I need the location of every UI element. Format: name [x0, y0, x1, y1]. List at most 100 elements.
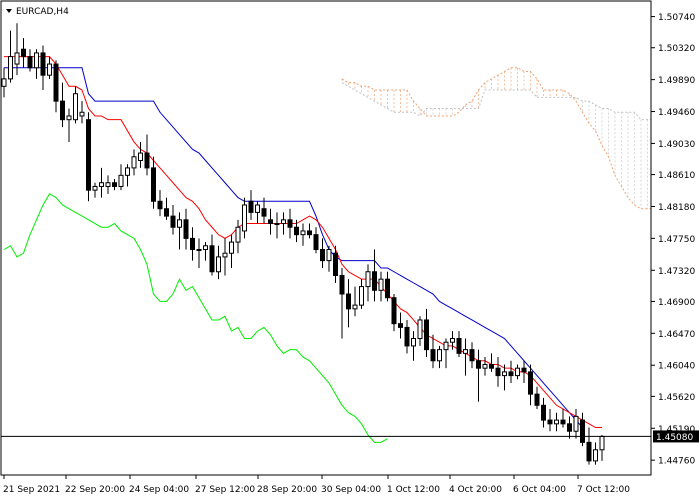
candle: [476, 349, 481, 402]
candle: [307, 223, 312, 239]
price-tick-label: 1.50740: [658, 13, 695, 23]
candle: [14, 23, 20, 76]
candle-body: [138, 152, 143, 161]
price-tick-label: 1.46900: [658, 298, 695, 308]
candle: [378, 271, 384, 302]
candle: [437, 345, 442, 369]
candle: [573, 408, 579, 439]
candle-body: [281, 219, 286, 225]
candle: [53, 60, 59, 113]
candle: [73, 86, 78, 124]
candle: [372, 249, 377, 302]
time-tick-label: 1 Oct 12:00: [387, 485, 440, 495]
candle: [489, 353, 494, 372]
candle: [580, 412, 585, 447]
candle: [294, 219, 299, 243]
candle-body: [547, 419, 553, 425]
price-axis: 1.50740 1.50320 1.49890 1.49460 1.49030 1.486…: [651, 13, 695, 467]
candle-body: [151, 167, 156, 202]
candle: [261, 197, 267, 224]
candle-body: [170, 215, 176, 228]
candle: [443, 338, 449, 369]
candle: [138, 141, 143, 168]
candle: [528, 364, 533, 406]
candle: [456, 331, 462, 358]
candle: [47, 56, 52, 79]
candle: [547, 408, 553, 432]
candle-body: [443, 341, 449, 351]
candle-body: [125, 167, 130, 176]
candle: [560, 408, 566, 428]
candle-body: [131, 156, 137, 169]
price-tick-label: 1.48180: [658, 203, 695, 213]
candle-body: [274, 223, 280, 226]
candle-body: [235, 226, 241, 243]
candle-body: [164, 208, 169, 217]
dropdown-triangle-icon[interactable]: [6, 9, 12, 13]
candle: [190, 227, 195, 261]
time-tick-label: 30 Sep 04:00: [321, 485, 381, 495]
candle-body: [495, 367, 501, 377]
candle-body: [47, 63, 52, 76]
candle-body: [534, 393, 540, 406]
time-tick-label: 24 Sep 04:00: [129, 485, 189, 495]
candle: [502, 364, 507, 391]
candle: [203, 242, 208, 261]
candle: [482, 357, 488, 376]
candle: [398, 312, 403, 339]
candle-body: [203, 245, 208, 250]
candle-body: [424, 319, 429, 351]
price-tick-label: 1.49030: [658, 140, 695, 150]
candle: [92, 182, 98, 198]
candle-body: [8, 56, 13, 80]
candle: [196, 238, 202, 269]
candle-body: [105, 182, 111, 187]
candle: [554, 412, 559, 432]
candle-body: [411, 338, 416, 347]
kijun-line: [4, 67, 583, 428]
candle-body: [450, 338, 455, 343]
candle-body: [339, 274, 345, 295]
candle-body: [222, 252, 228, 258]
candle: [21, 38, 26, 68]
candle: [333, 245, 338, 283]
candle: [131, 149, 137, 176]
candle: [287, 208, 293, 239]
candle: [339, 268, 345, 339]
candle-body: [456, 338, 462, 354]
candle: [326, 245, 332, 272]
candle-body: [320, 248, 325, 262]
current-price-tag: [653, 430, 699, 443]
candle-body: [391, 297, 397, 325]
candle: [346, 279, 351, 328]
candle-body: [60, 100, 65, 121]
candle-body: [79, 111, 85, 117]
candle-body: [489, 363, 494, 369]
candle: [534, 386, 540, 409]
candle: [242, 197, 247, 239]
candle: [248, 190, 254, 220]
candle-body: [515, 367, 520, 377]
price-tick-label: 1.46470: [658, 330, 695, 340]
time-tick-label: 21 Sep 2021: [3, 485, 60, 495]
candle-body: [157, 200, 163, 210]
candle: [40, 45, 46, 91]
candle-body: [326, 248, 332, 262]
candle-body: [528, 371, 533, 395]
candle: [27, 49, 33, 72]
candle: [352, 286, 358, 317]
candle-body: [476, 360, 481, 369]
price-tick-label: 1.47320: [658, 267, 695, 277]
candle: [359, 279, 364, 309]
candle-body: [21, 48, 26, 58]
candle-body: [346, 293, 351, 310]
chikou-line: [3, 193, 388, 443]
candle-body: [255, 204, 260, 213]
candle-body: [560, 419, 566, 425]
candle: [404, 319, 410, 354]
candle-body: [268, 219, 273, 225]
price-tick-label: 1.49890: [658, 76, 695, 86]
candle: [541, 397, 546, 428]
current-price-line: 1.45080: [1, 430, 699, 443]
